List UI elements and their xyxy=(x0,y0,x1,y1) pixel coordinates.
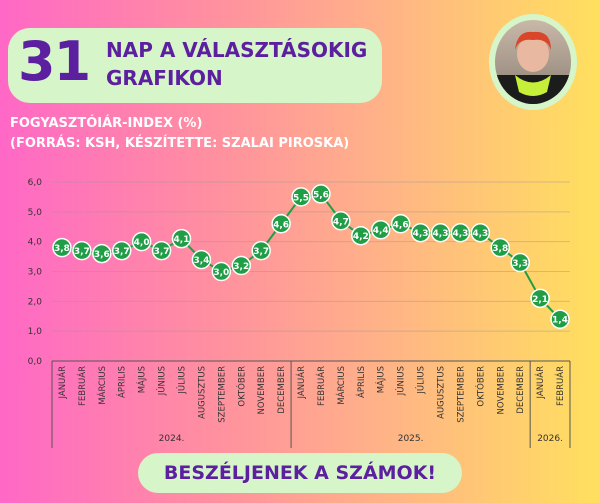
chart-title: FOGYASZTÓIÁR-INDEX (%) xyxy=(10,116,203,131)
x-tick-label: MÁRCIUS xyxy=(335,366,347,405)
headline: NAP A VÁLASZTÁSOKIG xyxy=(106,38,368,62)
data-label: 3,8 xyxy=(54,244,70,254)
y-tick-label: 3,0 xyxy=(28,268,43,278)
data-label: 4,3 xyxy=(413,229,429,239)
x-tick-label: JÚLIUS xyxy=(415,366,427,395)
data-label: 4,4 xyxy=(373,226,389,236)
data-point xyxy=(52,237,72,258)
x-tick-label: ÁPRILIS xyxy=(355,366,367,398)
data-point xyxy=(111,240,132,261)
x-tick-label: ÁPRILIS xyxy=(116,366,128,398)
x-tick-label: OKTÓBER xyxy=(474,366,486,407)
x-tick-label: JANUÁR xyxy=(295,366,307,400)
y-tick-label: 1,0 xyxy=(28,327,43,337)
portrait-image xyxy=(495,31,571,104)
data-point xyxy=(291,187,311,207)
data-point xyxy=(191,249,212,270)
data-label: 3,7 xyxy=(114,247,130,257)
data-point xyxy=(490,237,511,258)
data-point xyxy=(430,222,451,243)
data-label: 5,6 xyxy=(313,190,329,200)
data-point xyxy=(550,309,570,329)
data-label: 3,7 xyxy=(74,247,90,257)
year-label: 2026. xyxy=(537,434,563,444)
data-point xyxy=(151,240,172,261)
data-point xyxy=(131,231,152,252)
data-label: 4,3 xyxy=(433,229,449,239)
footer-banner: BESZÉLJENEK A SZÁMOK! xyxy=(138,453,462,493)
x-tick-label: DECEMBER xyxy=(516,366,526,414)
x-tick-label: NOVEMBER xyxy=(496,366,506,415)
data-label: 4,6 xyxy=(273,220,289,230)
data-point xyxy=(351,225,371,246)
x-tick-label: AUGUSZTUS xyxy=(437,366,447,419)
x-tick-label: JÚLIUS xyxy=(176,366,188,395)
data-point xyxy=(251,240,271,261)
x-tick-label: AUGUSZTUS xyxy=(197,366,207,419)
data-label: 3,4 xyxy=(193,256,209,266)
data-point xyxy=(390,214,411,234)
data-point xyxy=(370,219,391,240)
data-label: 4,1 xyxy=(174,235,190,245)
x-tick-label: JÚNIUS xyxy=(156,366,168,396)
data-label: 1,4 xyxy=(552,316,568,326)
y-tick-label: 2,0 xyxy=(28,297,43,307)
data-label: 3,8 xyxy=(492,244,508,254)
x-tick-label: MÁJUS xyxy=(375,366,387,393)
data-label: 4,2 xyxy=(353,232,369,242)
title-panel xyxy=(8,28,382,103)
x-tick-label: FEBRUÁR xyxy=(76,366,88,406)
x-tick-label: FEBRUÁR xyxy=(554,366,566,406)
x-tick-label: NOVEMBER xyxy=(257,366,267,415)
data-label: 4,3 xyxy=(452,229,468,239)
x-tick-label: JÚNIUS xyxy=(395,366,407,396)
data-point xyxy=(72,240,92,261)
data-label: 4,7 xyxy=(333,217,349,227)
x-tick-label: JANUÁR xyxy=(56,366,68,400)
data-point xyxy=(470,222,491,243)
x-tick-label: OKTÓBER xyxy=(235,366,247,407)
data-label: 3,0 xyxy=(213,268,229,278)
data-label: 3,7 xyxy=(253,247,269,257)
y-tick-label: 5,0 xyxy=(28,208,43,218)
data-label: 3,3 xyxy=(512,259,528,269)
data-point xyxy=(271,214,291,234)
headline-sub: GRAFIKON xyxy=(106,66,223,90)
data-point xyxy=(231,255,252,276)
series-line xyxy=(61,192,561,320)
y-tick-label: 6,0 xyxy=(28,178,43,188)
x-tick-label: MÁRCIUS xyxy=(96,366,108,405)
data-point xyxy=(410,222,431,243)
data-label: 4,3 xyxy=(472,229,488,239)
data-point xyxy=(311,184,331,204)
data-point xyxy=(530,288,550,309)
year-label: 2025. xyxy=(398,434,424,444)
chart-source: (FORRÁS: KSH, KÉSZÍTETTE: SZALAI PIROSKA… xyxy=(10,136,350,151)
data-label: 3,7 xyxy=(154,247,170,257)
year-label: 2024. xyxy=(159,434,185,444)
author-photo xyxy=(489,14,577,110)
data-point xyxy=(450,222,471,243)
data-label: 4,6 xyxy=(393,220,409,230)
x-tick-label: JANUÁR xyxy=(534,366,546,400)
data-label: 5,5 xyxy=(293,193,309,203)
data-point xyxy=(510,252,530,273)
data-point xyxy=(331,211,351,231)
days-count: 31 xyxy=(18,30,91,93)
x-tick-label: SZEPTEMBER xyxy=(217,366,227,423)
y-tick-label: 0,0 xyxy=(28,357,43,367)
data-label: 2,1 xyxy=(532,295,548,305)
x-tick-label: DECEMBER xyxy=(277,366,287,414)
data-point xyxy=(171,228,192,249)
x-tick-label: MÁJUS xyxy=(136,366,148,393)
y-tick-label: 4,0 xyxy=(28,238,43,248)
data-label: 3,6 xyxy=(94,250,110,260)
data-label: 3,2 xyxy=(233,262,249,272)
x-tick-label: SZEPTEMBER xyxy=(456,366,466,423)
data-point xyxy=(92,243,112,264)
data-label: 4,0 xyxy=(134,238,150,248)
data-point xyxy=(211,261,232,282)
x-tick-label: FEBRUÁR xyxy=(315,366,327,406)
